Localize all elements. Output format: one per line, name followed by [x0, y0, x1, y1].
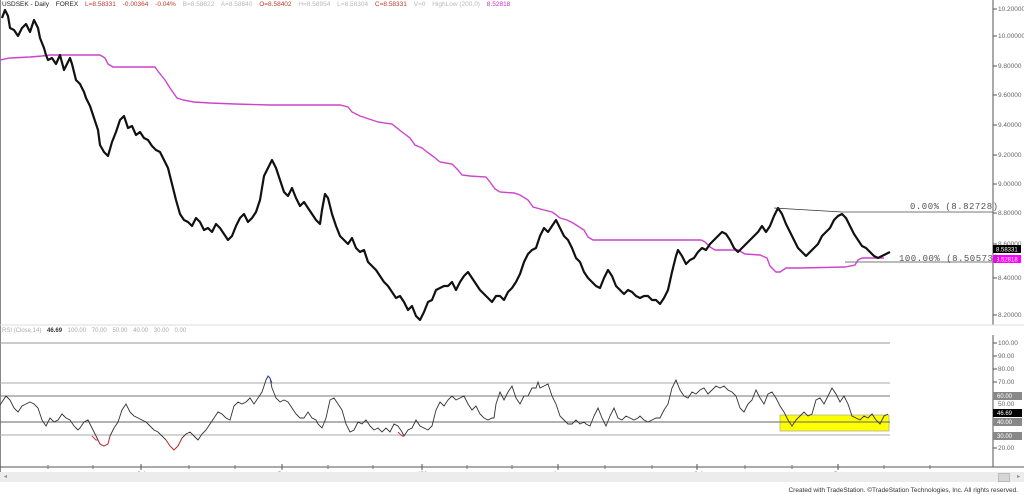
bid-price: B=8.58622 — [182, 1, 215, 8]
rsi-level-40: 40.00 — [133, 328, 149, 334]
svg-text:8.40000: 8.40000 — [998, 275, 1022, 282]
svg-text:30.00: 30.00 — [997, 434, 1013, 440]
scroll-right-arrow-icon[interactable]: ▸ — [1016, 474, 1020, 480]
horizontal-scrollbar[interactable]: ◂ ▸ — [0, 472, 1024, 482]
svg-text:80.00: 80.00 — [998, 366, 1015, 373]
low-price: L=8.58304 — [337, 1, 369, 8]
exchange-label: FOREX — [55, 1, 79, 8]
svg-text:9.40000: 9.40000 — [998, 122, 1022, 129]
svg-text:8.52818: 8.52818 — [996, 258, 1018, 264]
svg-text:10.20000: 10.20000 — [998, 6, 1024, 13]
rsi-level-0: 0.00 — [174, 328, 187, 334]
svg-text:70.00: 70.00 — [998, 379, 1015, 386]
high-price: H=8.58954 — [298, 1, 331, 8]
rsi-name: RSI (Close,14) — [2, 328, 42, 334]
symbol-label: USDSEK - Daily — [2, 1, 49, 8]
rsi-level-100: 100.00 — [67, 328, 87, 334]
rsi-level-70: 70.00 — [91, 328, 107, 334]
net-change: -0.00364 — [122, 1, 149, 8]
svg-text:9.20000: 9.20000 — [998, 152, 1022, 159]
svg-text:8.60000: 8.60000 — [998, 241, 1022, 248]
last-price: L=8.58331 — [85, 1, 116, 8]
svg-text:9.60000: 9.60000 — [998, 92, 1022, 99]
svg-text:8.58331: 8.58331 — [996, 248, 1018, 254]
price-bars — [0, 8, 891, 322]
svg-text:60.00: 60.00 — [997, 394, 1013, 400]
highlow-line — [0, 54, 884, 273]
rsi-highlight-box — [779, 414, 890, 432]
svg-text:90.00: 90.00 — [998, 353, 1015, 360]
svg-text:8.80000: 8.80000 — [998, 210, 1022, 217]
rsi-pane — [0, 342, 890, 451]
indicator-price-tag: 8.52818 — [993, 255, 1021, 264]
svg-text:8.20000: 8.20000 — [998, 312, 1022, 319]
rsi-axis: 100.00 90.00 80.00 70.00 60.00 50.00 46.… — [993, 340, 1022, 452]
rsi-level-50: 50.00 — [112, 328, 128, 334]
scroll-left-arrow-icon[interactable]: ◂ — [4, 474, 8, 480]
svg-text:40.00: 40.00 — [997, 420, 1013, 426]
svg-text:100.00: 100.00 — [998, 340, 1018, 347]
rsi-header: RSI (Close,14) 46.69 100.00 70.00 50.00 … — [2, 328, 190, 334]
fib-0-label: 0.00% (8.82728) — [910, 202, 999, 212]
svg-text:10.00000: 10.00000 — [998, 33, 1024, 40]
indicator-value: 8.52818 — [486, 1, 511, 8]
open-price: O=8.58402 — [259, 1, 292, 8]
fib-100-label: 100.00% (8.50573) — [899, 254, 999, 264]
indicator-name: HighLow (200,0) — [432, 1, 480, 8]
close-price: C=8.58331 — [374, 1, 407, 8]
volume: V=0 — [413, 1, 426, 8]
chart-header: USDSEK - Daily FOREX L=8.58331 -0.00364 … — [2, 1, 515, 11]
svg-text:46.69: 46.69 — [997, 411, 1013, 417]
fib-retracement[interactable]: 0.00% (8.82728) 100.00% (8.50573) — [773, 202, 999, 264]
svg-text:9.00000: 9.00000 — [998, 181, 1022, 188]
price-axis: 10.20000 10.00000 9.80000 9.60000 9.4000… — [993, 6, 1024, 319]
footer-credit: Created with TradeStation. ©TradeStation… — [788, 487, 1018, 494]
pct-change: -0.04% — [155, 1, 176, 8]
rsi-level-30: 30.00 — [153, 328, 169, 334]
svg-text:50.00: 50.00 — [998, 401, 1015, 408]
scroll-thumb[interactable] — [998, 473, 1010, 482]
ask-price: A=8.58640 — [220, 1, 253, 8]
last-price-tag: 8.58331 — [993, 245, 1021, 254]
svg-text:20.00: 20.00 — [998, 445, 1015, 452]
svg-text:9.80000: 9.80000 — [998, 63, 1022, 70]
rsi-value: 46.69 — [47, 328, 63, 334]
rsi-line — [0, 375, 889, 451]
